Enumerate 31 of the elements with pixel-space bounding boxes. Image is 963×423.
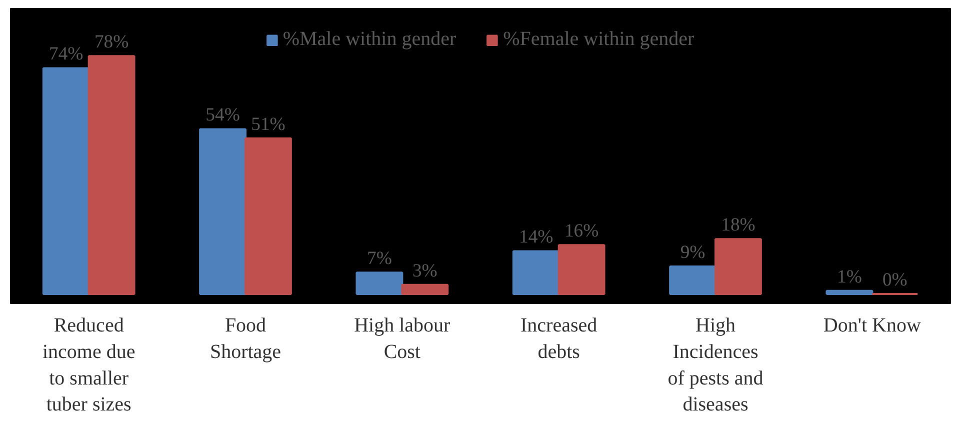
bar [558, 244, 606, 295]
bar [669, 266, 716, 295]
data-label: 16% [564, 220, 599, 242]
legend-label: %Male within gender [282, 28, 456, 51]
data-label: 18% [721, 214, 756, 236]
bar [42, 67, 90, 295]
x-tick-label: Increased debts [520, 314, 598, 363]
data-label: 51% [251, 114, 286, 135]
data-label: 0% [882, 269, 908, 290]
x-tick-label: Food Shortage [210, 314, 282, 363]
data-label: 54% [206, 104, 240, 126]
bar [199, 128, 246, 295]
legend-label: %Female within gender [503, 28, 694, 51]
bar [356, 272, 404, 295]
bar [401, 284, 449, 295]
x-tick-label: High Incidences of pests and diseases [668, 314, 764, 416]
data-label: 7% [367, 248, 392, 270]
bar [512, 250, 560, 295]
bar [826, 290, 874, 295]
data-label: 9% [680, 242, 706, 263]
data-label: 78% [94, 32, 129, 53]
x-tick-label: High labour Cost [354, 314, 451, 363]
bar [244, 137, 292, 295]
bar [88, 55, 136, 295]
data-label: 14% [519, 226, 554, 248]
data-label: 3% [412, 260, 438, 282]
x-tick-label: Reduced income due to smaller tuber sizes [42, 314, 136, 416]
bar [714, 238, 762, 295]
data-label: 1% [837, 266, 862, 288]
x-tick-label: Don't Know [823, 314, 922, 336]
data-label: 74% [49, 44, 84, 65]
